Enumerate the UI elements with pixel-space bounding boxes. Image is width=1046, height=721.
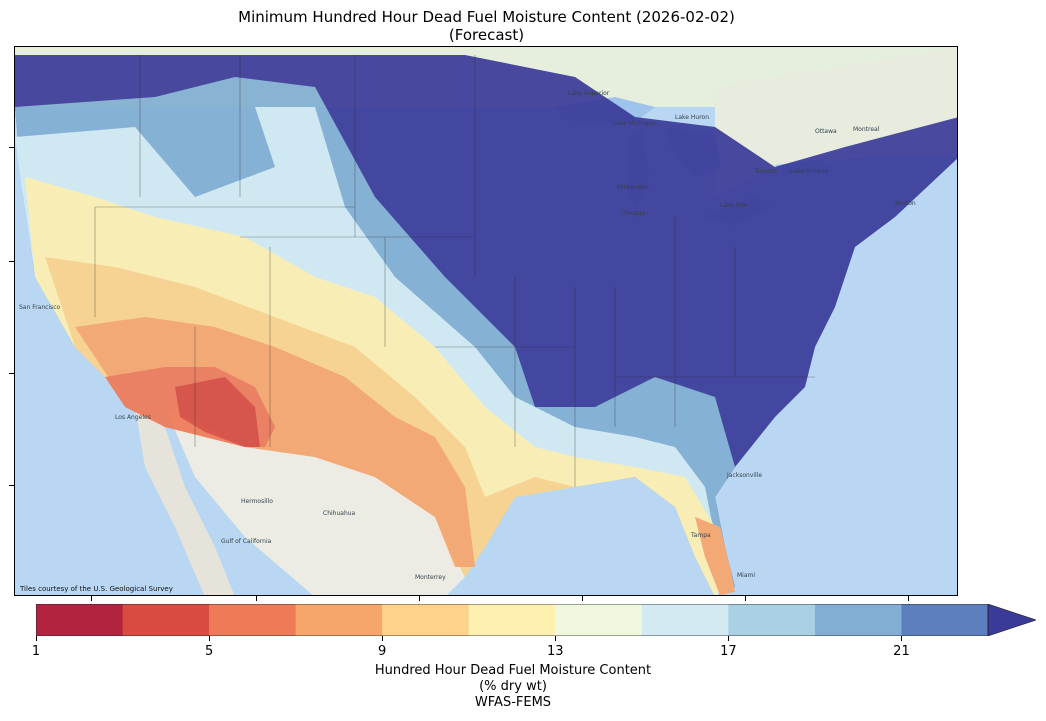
label-chicago: Chicago <box>621 210 645 217</box>
colorbar-label-line-1: Hundred Hour Dead Fuel Moisture Content <box>374 663 652 678</box>
title-line-2: (Forecast) <box>448 26 525 44</box>
y-tick <box>9 373 14 374</box>
colorbar-swatch <box>641 604 729 636</box>
colorbar-tick <box>555 636 557 641</box>
colorbar-swatch <box>901 604 989 636</box>
x-tick <box>419 596 420 601</box>
map-panel[interactable]: Lake Superior Lake Huron Lake Ontario La… <box>14 46 958 596</box>
colorbar-swatch <box>295 604 383 636</box>
x-tick <box>908 596 909 601</box>
colorbar-swatch <box>122 604 210 636</box>
label-boston: Boston <box>895 200 916 207</box>
tile-credit: Tiles courtesy of the U.S. Geological Su… <box>20 585 173 593</box>
colorbar-label: Hundred Hour Dead Fuel Moisture Content … <box>0 663 1026 711</box>
colorbar-tick-label: 9 <box>378 644 387 659</box>
colorbar-label-line-3: WFAS-FEMS <box>474 695 552 710</box>
colorbar <box>36 604 1036 636</box>
colorbar-tick-label: 17 <box>720 644 737 659</box>
x-tick <box>91 596 92 601</box>
colorbar-swatch <box>468 604 556 636</box>
colorbar-tick-label: 5 <box>204 644 214 659</box>
colorbar-swatch <box>209 604 297 636</box>
colorbar-tick-label: 21 <box>893 644 910 659</box>
colorbar-tick-label: 1 <box>31 644 41 659</box>
label-lake-huron: Lake Huron <box>675 114 709 121</box>
colorbar-tick <box>728 636 730 641</box>
colorbar-swatch <box>814 604 902 636</box>
mexico-land <box>165 407 465 595</box>
label-lake-superior: Lake Superior <box>568 90 610 97</box>
colorbar-label-line-2: (% dry wt) <box>479 679 547 694</box>
colorbar-swatch <box>728 604 816 636</box>
colorbar-extend-arrow <box>987 604 1036 636</box>
label-montreal: Montreal <box>853 126 880 133</box>
colorbar-swatch <box>555 604 643 636</box>
x-tick <box>582 596 583 601</box>
colorbar-tick-label: 13 <box>546 644 564 659</box>
label-lake-michigan: Lake Michigan <box>613 120 656 127</box>
y-tick <box>9 485 14 486</box>
colorbar-outline <box>36 604 989 636</box>
label-toronto: Toronto <box>754 168 777 175</box>
y-tick <box>9 261 14 262</box>
colorbar-tick <box>382 636 384 641</box>
x-tick <box>256 596 257 601</box>
label-los-angeles: Los Angeles <box>115 414 151 421</box>
moisture-field <box>15 55 957 595</box>
colorbar-swatches <box>36 604 989 636</box>
label-jacksonville: Jacksonville <box>726 472 762 479</box>
label-miami: Miami <box>737 572 755 579</box>
colorbar-tick <box>209 636 211 641</box>
colorbar-tick <box>36 636 37 641</box>
moisture-map: Lake Superior Lake Huron Lake Ontario La… <box>15 47 957 595</box>
label-hermosillo: Hermosillo <box>241 498 273 505</box>
colorbar-swatch <box>382 604 470 636</box>
label-monterrey: Monterrey <box>415 574 446 581</box>
x-tick <box>745 596 746 601</box>
label-lake-erie: Lake Erie <box>720 202 748 209</box>
label-ottawa: Ottawa <box>815 128 837 135</box>
y-tick <box>9 147 14 148</box>
label-tampa: Tampa <box>690 532 711 539</box>
title-line-1: Minimum Hundred Hour Dead Fuel Moisture … <box>238 8 735 26</box>
label-chihuahua: Chihuahua <box>323 510 356 517</box>
label-gulf-of-california: Gulf of California <box>221 538 272 545</box>
colorbar-swatch <box>36 604 124 636</box>
label-san-francisco: San Francisco <box>19 304 61 311</box>
state-boundaries <box>94 55 815 487</box>
label-milwaukee: Milwaukee <box>617 184 649 191</box>
colorbar-tick-labels: 1 5 9 13 17 21 <box>0 644 1046 660</box>
colorbar-tick <box>901 636 903 641</box>
chart-title: Minimum Hundred Hour Dead Fuel Moisture … <box>14 8 959 44</box>
label-lake-ontario: Lake Ontario <box>790 168 829 175</box>
